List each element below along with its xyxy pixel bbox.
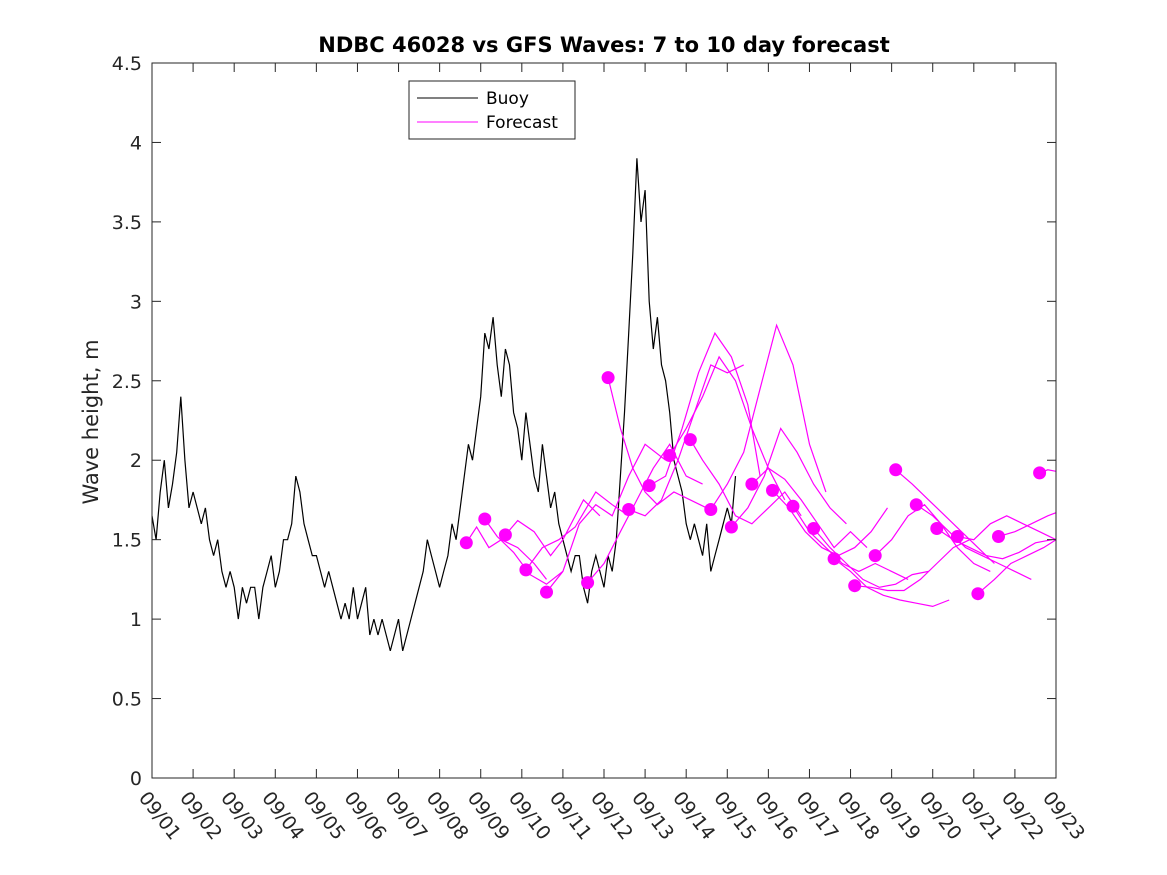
legend: Buoy Forecast xyxy=(408,80,576,140)
forecast-start-marker-5 xyxy=(540,585,553,599)
chart-title: NDBC 46028 vs GFS Waves: 7 to 10 day for… xyxy=(318,33,889,57)
forecast-start-marker-14 xyxy=(745,477,759,491)
forecast-run-line-24 xyxy=(957,515,1057,541)
forecast-run-line-14 xyxy=(751,467,868,549)
forecast-run-line-13 xyxy=(730,427,847,528)
y-tick-label: 0.5 xyxy=(112,689,142,711)
forecast-run-line-10 xyxy=(669,355,786,501)
y-tick-label: 3.5 xyxy=(112,212,142,234)
forecast-run-line-25 xyxy=(977,539,1057,595)
y-tick-label: 2.5 xyxy=(112,371,142,393)
forecast-run-line-3 xyxy=(504,498,601,557)
buoy-series-line xyxy=(151,158,737,652)
y-axis-label: Wave height, m xyxy=(79,339,103,504)
forecast-run-line-2 xyxy=(484,518,564,585)
forecast-start-marker-17 xyxy=(807,522,821,535)
y-tick-label: 4 xyxy=(130,132,142,154)
forecast-start-marker-3 xyxy=(498,528,512,542)
legend-box xyxy=(408,80,576,140)
forecast-run-line-12 xyxy=(710,323,827,510)
y-tick-label: 1 xyxy=(130,609,142,631)
forecast-start-marker-1 xyxy=(459,536,473,550)
forecast-run-line-17 xyxy=(813,528,929,588)
forecast-run-line-21 xyxy=(895,469,995,564)
forecast-run-line-4 xyxy=(525,491,630,571)
forecast-start-marker-22 xyxy=(909,498,923,512)
forecast-run-line-5 xyxy=(546,443,666,593)
forecast-start-marker-19 xyxy=(848,579,862,593)
plot-area xyxy=(151,158,1057,652)
forecast-start-marker-9 xyxy=(642,479,656,493)
forecast-start-marker-21 xyxy=(889,463,903,477)
y-tick-label: 0 xyxy=(130,768,142,790)
forecast-run-line-11 xyxy=(689,439,802,525)
forecast-start-marker-16 xyxy=(786,499,800,513)
forecast-run-line-20 xyxy=(874,503,991,572)
forecast-start-marker-7 xyxy=(601,371,615,385)
y-tick-label: 4.5 xyxy=(112,53,142,75)
forecast-start-marker-13 xyxy=(724,520,738,534)
forecast-start-marker-20 xyxy=(868,549,882,563)
forecast-start-marker-12 xyxy=(704,503,718,516)
forecast-run-line-9 xyxy=(648,331,761,487)
forecast-run-line-22 xyxy=(915,504,1032,580)
forecast-run-line-7 xyxy=(607,377,707,509)
forecast-start-marker-2 xyxy=(478,512,492,526)
forecast-run-line-18 xyxy=(833,558,950,608)
forecast-start-marker-27 xyxy=(1033,466,1047,480)
forecast-run-line-26 xyxy=(998,512,1057,538)
forecast-run-line-19 xyxy=(854,539,970,592)
forecast-start-marker-23 xyxy=(930,522,944,535)
y-tick-label: 1.5 xyxy=(112,530,142,552)
forecast-start-marker-24 xyxy=(950,530,964,543)
forecast-start-marker-10 xyxy=(663,449,677,462)
forecast-start-marker-4 xyxy=(519,563,533,577)
forecast-start-marker-8 xyxy=(622,503,636,516)
forecast-start-marker-11 xyxy=(683,433,697,447)
forecast-start-marker-25 xyxy=(971,587,985,601)
forecast-start-marker-26 xyxy=(992,530,1005,543)
legend-forecast-label: Forecast xyxy=(486,113,558,133)
forecast-start-marker-18 xyxy=(827,552,841,566)
legend-buoy-label: Buoy xyxy=(486,89,529,109)
forecast-start-marker-15 xyxy=(766,483,779,497)
y-tick-label: 3 xyxy=(130,291,142,313)
y-tick-label: 2 xyxy=(130,450,142,472)
forecast-start-marker-6 xyxy=(581,576,595,590)
